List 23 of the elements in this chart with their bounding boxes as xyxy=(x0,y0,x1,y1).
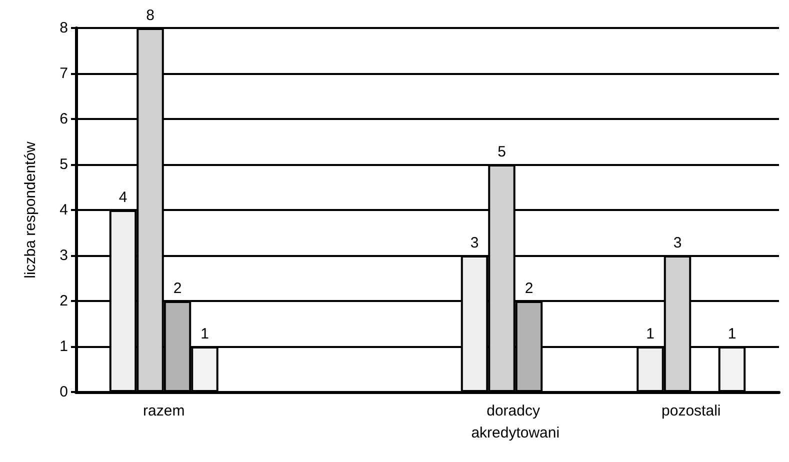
y-tick-label: 2 xyxy=(60,292,68,310)
data-label: 3 xyxy=(673,234,682,252)
data-label: 5 xyxy=(498,144,506,160)
x-tick-label: doradcy akredytowani xyxy=(471,402,560,442)
data-label: 8 xyxy=(146,7,154,24)
y-tick-label: 7 xyxy=(60,65,68,82)
x-tick-label: pozostali xyxy=(662,402,721,420)
y-tick-label: 4 xyxy=(60,202,68,218)
x-tick-label: razem xyxy=(143,402,185,420)
y-tick-label: 1 xyxy=(60,338,68,355)
data-label: 1 xyxy=(200,326,209,342)
data-label: 1 xyxy=(728,326,736,342)
data-label: 2 xyxy=(173,280,182,297)
data-label: 3 xyxy=(470,234,479,252)
y-tick-label: 6 xyxy=(60,110,68,128)
y-axis-title: liczba respondentów xyxy=(22,141,39,278)
y-tick-label: 8 xyxy=(60,20,68,36)
data-label: 4 xyxy=(118,189,128,206)
data-label: 2 xyxy=(524,280,534,297)
data-label: 1 xyxy=(646,326,654,342)
y-tick-label: 3 xyxy=(60,247,68,264)
y-tick-label: 5 xyxy=(60,156,68,173)
y-tick-label: 0 xyxy=(60,384,68,400)
